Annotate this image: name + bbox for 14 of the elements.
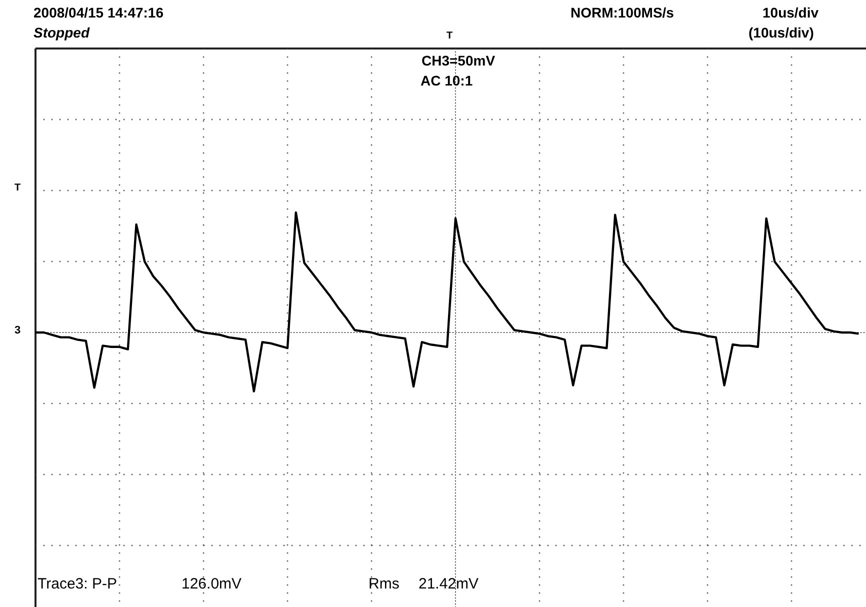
text: CH3=50mV bbox=[422, 52, 496, 68]
text: Stopped bbox=[34, 24, 90, 40]
text: Trace3: P-P bbox=[38, 576, 117, 592]
text: AC 10:1 bbox=[420, 72, 473, 88]
text: (10us/div) bbox=[748, 24, 814, 40]
text: 2008/04/15 14:47:16 bbox=[34, 4, 164, 20]
text: T bbox=[446, 30, 453, 42]
text: NORM:100MS/s bbox=[570, 4, 674, 20]
text: 126.0mV bbox=[182, 576, 242, 592]
text: 3 bbox=[14, 324, 21, 336]
text: T bbox=[14, 182, 21, 194]
text: 10us/div bbox=[762, 4, 819, 20]
text: 21.42mV bbox=[418, 576, 479, 592]
text: Rms bbox=[368, 576, 400, 592]
